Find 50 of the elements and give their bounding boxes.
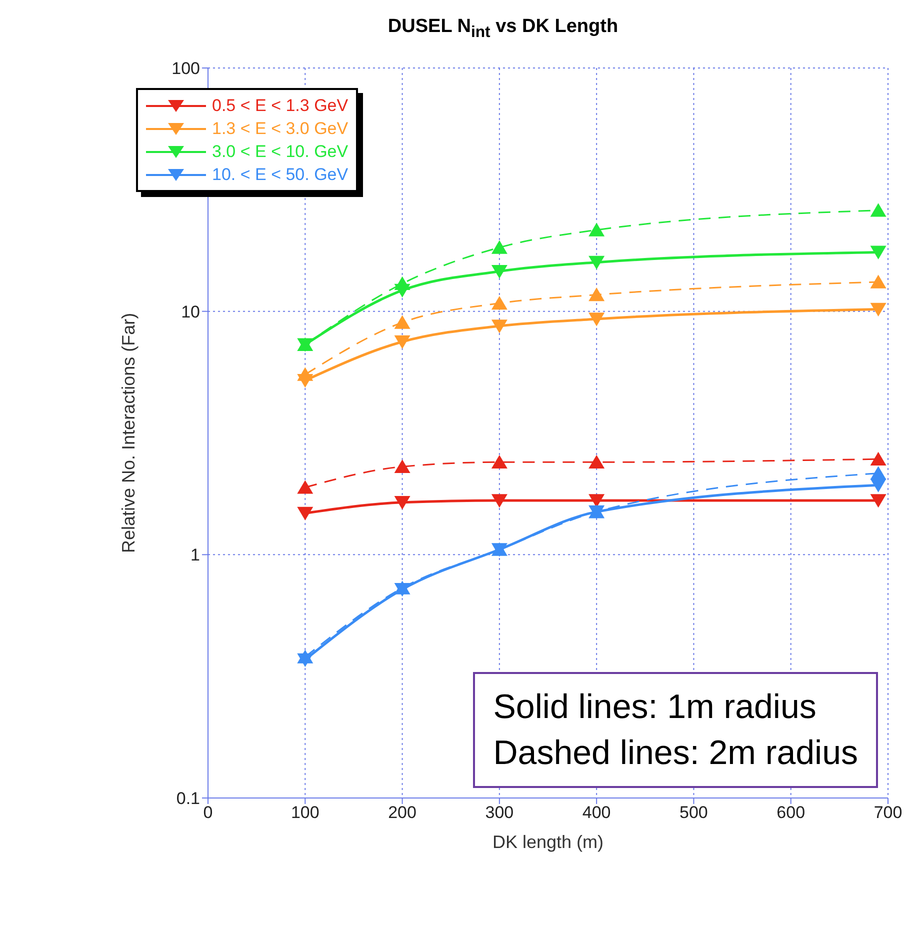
x-tick-label: 600 [776, 803, 806, 822]
legend-label: 3.0 < E < 10. GeV [212, 141, 348, 163]
point [394, 580, 410, 594]
point [870, 246, 886, 260]
chart-title: DUSEL N$_{int}$ vs DK Length [386, 16, 620, 42]
point [588, 256, 605, 270]
y-tick-label: 100 [172, 59, 200, 78]
x-tick-label: 0 [203, 803, 213, 822]
point [297, 367, 314, 381]
legend-label: 10. < E < 50. GeV [212, 164, 348, 186]
point [297, 480, 314, 494]
legend-label: 1.3 < E < 3.0 GeV [212, 118, 348, 140]
point [870, 494, 886, 508]
point [394, 335, 410, 349]
point [491, 264, 508, 279]
point [491, 296, 508, 310]
y-tick-label: 1 [190, 546, 200, 565]
point [297, 650, 314, 664]
x-tick-label: 500 [680, 803, 708, 822]
annotation: Dashed lines: 2m radius [493, 733, 858, 774]
point [588, 312, 605, 326]
point [394, 459, 410, 474]
y-tick-label: 10 [181, 302, 200, 322]
point [588, 288, 605, 302]
point [588, 454, 605, 469]
point [491, 240, 508, 254]
point [870, 274, 886, 288]
point [870, 203, 886, 217]
x-tick-label: 700 [874, 803, 902, 822]
point [588, 222, 605, 236]
y-tick-label: 0.1 [176, 789, 200, 808]
x-tick-label: 200 [388, 803, 416, 822]
point [870, 466, 886, 480]
x-tick-label: 300 [485, 803, 514, 822]
point [394, 496, 410, 510]
point [491, 494, 508, 508]
legend-label: 0.5 < E < 1.3 GeV [212, 95, 348, 117]
x-tick-label: 400 [582, 803, 611, 822]
point [297, 506, 314, 520]
annotation: Solid lines: 1m radius [493, 687, 818, 728]
point [394, 315, 410, 329]
point [870, 452, 886, 466]
point [394, 276, 410, 290]
point [870, 478, 886, 492]
point [491, 320, 508, 334]
point [491, 454, 508, 469]
y-axis-title: Relative No. Interactions (Far) [118, 312, 138, 553]
x-axis-title: DK length (m) [492, 832, 604, 852]
x-tick-label: 100 [290, 803, 320, 822]
point [870, 302, 886, 316]
